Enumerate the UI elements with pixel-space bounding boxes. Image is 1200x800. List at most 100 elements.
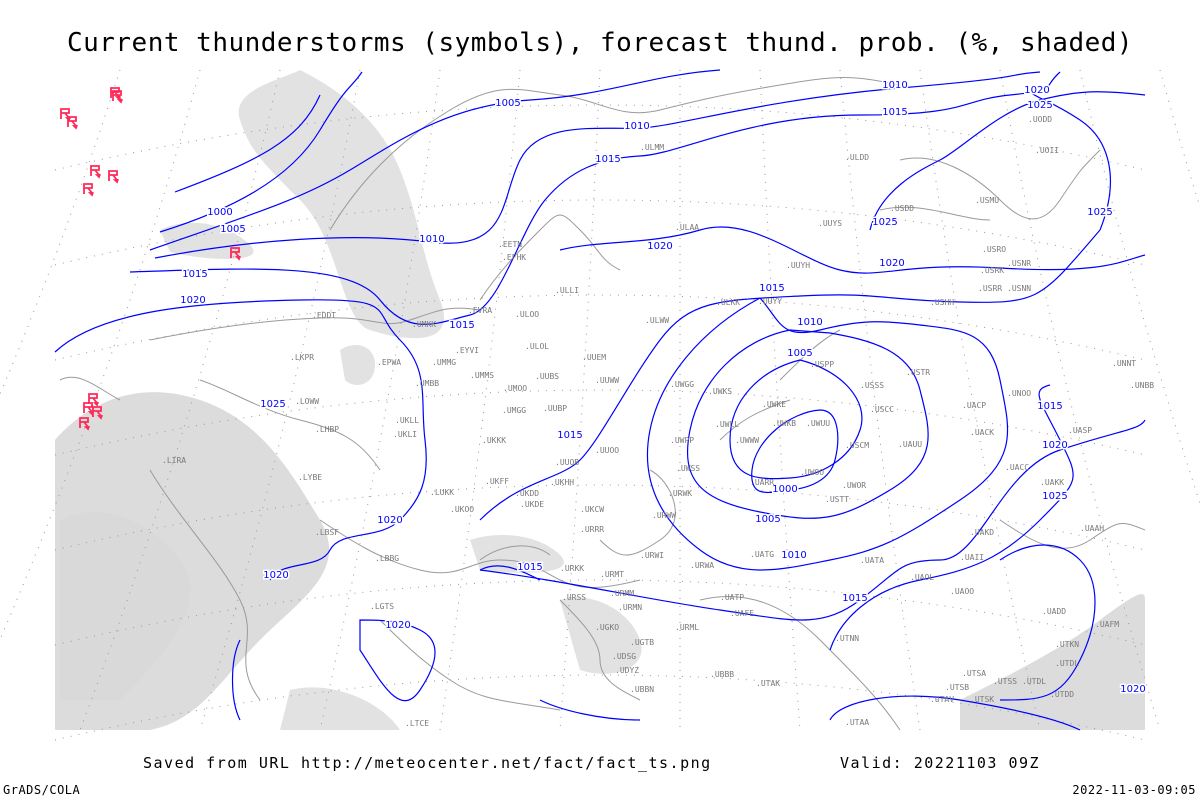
station-label: .ULOO <box>515 310 539 319</box>
thunderstorm-probability-shading <box>55 70 1145 730</box>
isobar-line <box>479 229 1101 521</box>
station-label: .UAAH <box>1080 524 1104 533</box>
coastline <box>319 519 641 588</box>
coastline <box>899 149 1101 220</box>
station-label: .EFHK <box>502 253 526 262</box>
isobar-label: 1025 <box>1042 491 1067 502</box>
coastline <box>879 206 991 221</box>
station-label: .USTR <box>906 368 930 377</box>
station-label: .URWW <box>652 511 676 520</box>
station-label: .EPWA <box>377 358 401 367</box>
probability-area <box>60 512 191 700</box>
station-label: .URMM <box>610 589 634 598</box>
thunderstorm-symbol <box>90 165 101 179</box>
probability-area <box>560 597 642 674</box>
isobar-label: 1020 <box>1042 440 1067 451</box>
station-label: .USTT <box>825 495 849 504</box>
station-label: .UWKE <box>762 400 786 409</box>
station-label: .UKFF <box>485 477 509 486</box>
coastline <box>699 595 901 731</box>
software-credit: GrADS/COLA <box>3 783 81 797</box>
coastline <box>199 379 381 471</box>
station-label: .LKPR <box>290 353 314 362</box>
coastline <box>719 329 841 441</box>
station-label: .USRK <box>980 266 1004 275</box>
isobar-label: 1020 <box>1120 684 1145 695</box>
isobar-line <box>54 299 427 581</box>
station-label: .URSS <box>562 593 586 602</box>
thunderstorm-symbol <box>108 170 119 184</box>
station-label: .UKKK <box>482 436 506 445</box>
station-label: .LYBE <box>298 473 322 482</box>
station-label: .URMT <box>600 570 624 579</box>
meridian <box>0 69 201 641</box>
isobar-label: 1020 <box>377 515 402 526</box>
isobar-label: 1025 <box>260 399 285 410</box>
station-label: .UACP <box>962 401 986 410</box>
parallel <box>54 104 1146 171</box>
station-label: .UACK <box>970 428 994 437</box>
station-label: .UARR <box>750 478 774 487</box>
thunderstorm-symbol <box>110 87 121 101</box>
station-label: .LTCE <box>405 719 429 728</box>
probability-area <box>470 535 564 573</box>
isobar-line <box>479 565 541 581</box>
station-label: .UDSG <box>612 652 636 661</box>
station-label: .UWOO <box>800 468 824 477</box>
station-label: .EYVI <box>455 346 479 355</box>
station-label: .UTSA <box>962 669 986 678</box>
parallel <box>54 579 1146 646</box>
isobar-line <box>149 69 721 251</box>
isobar-label: 1000 <box>772 484 797 495</box>
station-label: .UMKK <box>412 320 436 329</box>
station-label: .UNOO <box>1007 389 1031 398</box>
coastline <box>59 376 121 401</box>
station-label: .UKCW <box>580 505 604 514</box>
coastline <box>599 469 676 556</box>
station-label: .UUYY <box>758 297 782 306</box>
probability-area <box>960 594 1145 730</box>
thunderstorm-symbol <box>92 406 103 420</box>
station-label: .UTDL <box>1055 659 1079 668</box>
station-label: .UTNN <box>835 634 859 643</box>
isobar-label: 1015 <box>557 430 582 441</box>
thunderstorm-symbol <box>230 247 241 261</box>
station-label: .UMMS <box>470 371 494 380</box>
station-label: .UMMG <box>432 358 456 367</box>
isobar-label: 1000 <box>207 207 232 218</box>
parallel <box>54 674 1146 741</box>
isobar-label: 1015 <box>1037 401 1062 412</box>
station-label: .UTKN <box>1055 640 1079 649</box>
station-label: .UUYS <box>818 219 842 228</box>
station-label: .URWK <box>668 489 692 498</box>
generation-timestamp: 2022-11-03-09:05 <box>1072 783 1196 797</box>
station-label: .UUOO <box>595 446 619 455</box>
station-label: .UTSB <box>945 683 969 692</box>
isobar-label: 1015 <box>842 593 867 604</box>
station-label: .LIRA <box>162 456 186 465</box>
station-label: .UTAA <box>845 718 869 727</box>
station-label: .UWPP <box>670 436 694 445</box>
station-label: .LBBG <box>375 554 399 563</box>
station-label: .UDYZ <box>615 666 639 675</box>
probability-area <box>280 687 400 730</box>
station-label: .USCM <box>845 441 869 450</box>
isobar-label: 1015 <box>517 562 542 573</box>
isobar-label: 1010 <box>882 80 907 91</box>
station-label: .UKLI <box>393 430 417 439</box>
station-label: .UAFE <box>730 609 754 618</box>
parallel <box>54 484 1146 551</box>
isobar-label: 1015 <box>882 107 907 118</box>
isobar-label: 1025 <box>1087 207 1112 218</box>
station-label: .USDD <box>890 204 914 213</box>
station-label: .EVRA <box>468 306 492 315</box>
probability-area <box>238 70 444 339</box>
station-label: .UAFM <box>1095 620 1119 629</box>
station-label: .UUBS <box>535 372 559 381</box>
station-label: .UACC <box>1005 463 1029 472</box>
isobar-label: 1005 <box>755 514 780 525</box>
station-label: .LHBP <box>315 425 339 434</box>
station-label: .UTDD <box>1050 690 1074 699</box>
station-label: .UKDE <box>520 500 544 509</box>
station-label: .UNBB <box>1130 381 1154 390</box>
